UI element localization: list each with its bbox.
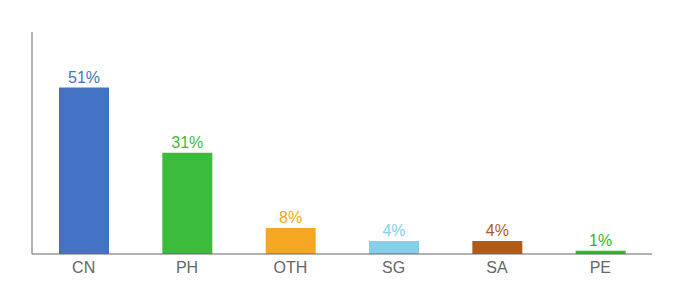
svg-text:OTH: OTH bbox=[273, 259, 307, 276]
svg-text:4%: 4% bbox=[382, 222, 405, 239]
svg-text:4%: 4% bbox=[486, 222, 509, 239]
svg-text:PH: PH bbox=[176, 259, 198, 276]
svg-text:CN: CN bbox=[72, 259, 95, 276]
svg-text:1%: 1% bbox=[589, 232, 612, 249]
svg-text:SA: SA bbox=[486, 259, 508, 276]
svg-text:51%: 51% bbox=[68, 69, 100, 86]
svg-text:PE: PE bbox=[590, 259, 611, 276]
svg-text:SG: SG bbox=[382, 259, 405, 276]
svg-text:31%: 31% bbox=[171, 134, 203, 151]
svg-text:8%: 8% bbox=[279, 209, 302, 226]
